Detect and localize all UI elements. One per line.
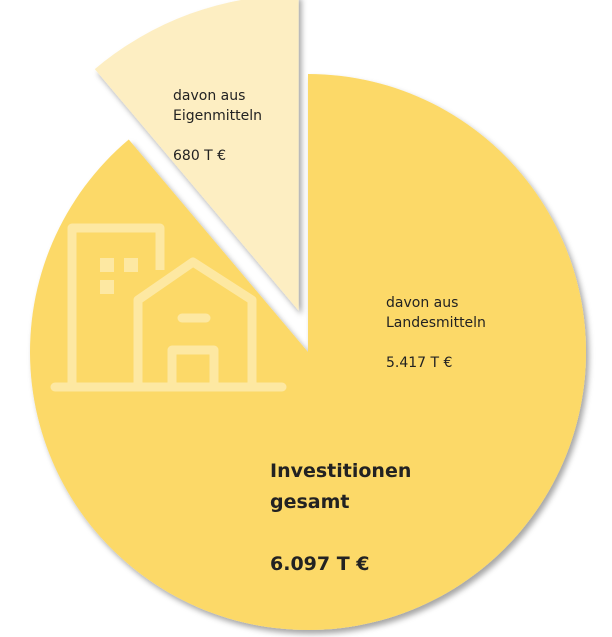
category-label: davon aus Eigenmitteln <box>173 88 262 124</box>
slice-label: davon aus Landesmitteln 5.417 T € <box>386 273 486 373</box>
total-label: 6.097 T € <box>270 553 370 575</box>
pie-slice <box>94 0 299 311</box>
slice-label: davon aus Eigenmitteln 680 T € <box>173 66 262 166</box>
total-annotation: Investitionen gesamt 6.097 T € <box>270 425 411 580</box>
annotation: Investitionen gesamt <box>270 460 412 513</box>
category-label: davon aus Landesmitteln <box>386 295 486 331</box>
value-label: 5.417 T € <box>386 355 453 371</box>
pie-slice <box>29 74 587 630</box>
value-label: 680 T € <box>173 148 227 164</box>
house-icon <box>50 223 287 392</box>
